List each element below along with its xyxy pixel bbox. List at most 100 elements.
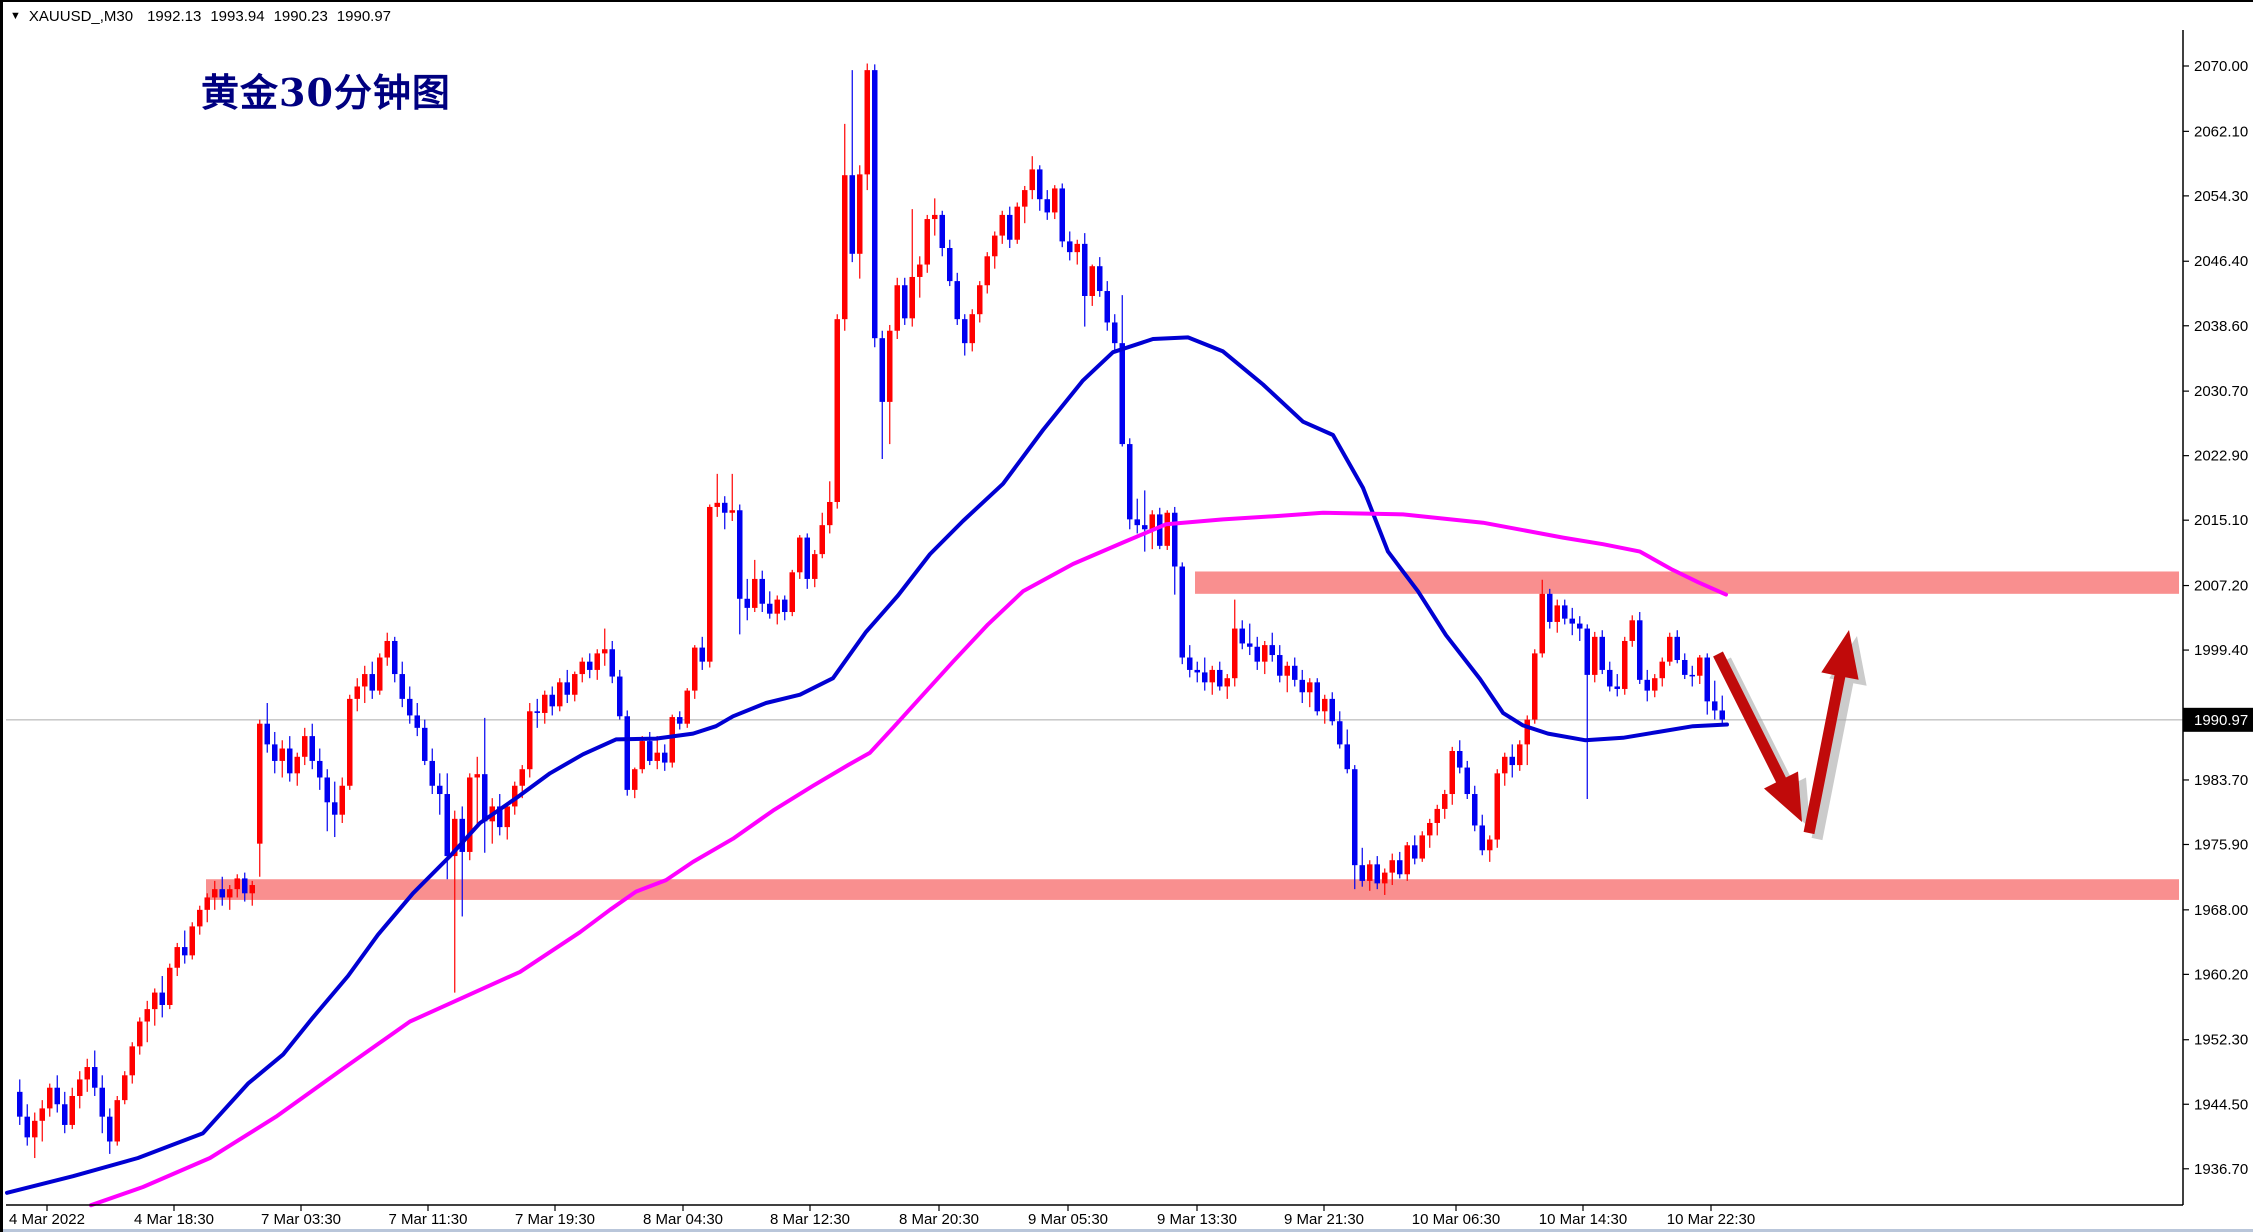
- candle: [932, 214, 938, 220]
- time-axis-label: 8 Mar 04:30: [643, 1211, 723, 1228]
- candle: [1569, 618, 1575, 624]
- candle: [564, 682, 570, 695]
- candle: [422, 727, 428, 761]
- candle: [429, 760, 435, 786]
- candle: [939, 214, 945, 249]
- candle: [1509, 756, 1515, 766]
- price-axis-label: 2046.40: [2194, 253, 2248, 270]
- candle: [137, 1021, 143, 1047]
- candle: [294, 756, 300, 774]
- candle: [182, 947, 188, 956]
- candle: [347, 698, 353, 786]
- candle: [1704, 657, 1710, 702]
- support-zone[interactable]: [206, 879, 2179, 900]
- candle: [1037, 169, 1043, 200]
- candle: [1247, 643, 1253, 647]
- symbol-collapse-icon[interactable]: ▼: [10, 10, 21, 22]
- candle: [272, 744, 278, 761]
- candle: [482, 774, 488, 822]
- candle: [189, 926, 195, 956]
- candle: [1719, 710, 1725, 720]
- candle: [1472, 794, 1478, 826]
- candle: [1179, 566, 1185, 658]
- candle: [542, 694, 548, 713]
- candle: [1074, 243, 1080, 253]
- candle: [257, 723, 263, 844]
- candle: [1637, 620, 1643, 680]
- candle: [504, 806, 510, 828]
- price-axis-label: 1960.20: [2194, 966, 2248, 983]
- price-axis-label: 1952.30: [2194, 1032, 2248, 1049]
- candle: [1419, 835, 1425, 859]
- candle: [819, 525, 825, 555]
- up-arrow-annotation[interactable]: [1803, 630, 1859, 835]
- candle: [144, 1009, 150, 1022]
- chart-canvas[interactable]: 2070.00 2062.10 2054.30 2046.40 2038.60 2030.…: [3, 2, 2253, 1232]
- candle: [1254, 646, 1260, 662]
- price-axis-label: 2062.10: [2194, 123, 2248, 140]
- candle: [1202, 672, 1208, 683]
- candle: [437, 785, 443, 795]
- candle: [722, 502, 728, 513]
- time-axis-label: 8 Mar 20:30: [899, 1211, 979, 1228]
- ma-slow-line: [89, 510, 1728, 1208]
- candle: [1112, 322, 1118, 344]
- candle: [647, 741, 653, 761]
- candle: [474, 774, 480, 778]
- candle: [1097, 266, 1103, 292]
- candle: [392, 640, 398, 675]
- candle: [1224, 678, 1230, 687]
- candle: [1532, 653, 1538, 720]
- candle: [954, 281, 960, 320]
- current-price-tag: [2183, 707, 2253, 732]
- down-arrow-annotation[interactable]: [1713, 651, 1802, 823]
- candle: [587, 661, 593, 670]
- candle: [684, 690, 690, 724]
- candle: [227, 889, 233, 898]
- candle: [752, 578, 758, 608]
- candle: [992, 235, 998, 257]
- candle: [1359, 865, 1365, 881]
- candle: [1134, 519, 1140, 526]
- price-axis-label: 1968.00: [2194, 902, 2248, 919]
- candle: [1059, 188, 1065, 242]
- candle: [1329, 698, 1335, 722]
- candle: [1539, 593, 1545, 654]
- resistance-zone[interactable]: [1195, 571, 2179, 594]
- candle: [384, 640, 390, 658]
- candle: [692, 647, 698, 691]
- candle: [977, 285, 983, 315]
- candle: [1052, 188, 1058, 213]
- candle: [1232, 628, 1238, 679]
- candle: [962, 319, 968, 344]
- candle: [519, 769, 525, 786]
- candle: [1089, 266, 1095, 296]
- candle: [84, 1067, 90, 1080]
- candle: [204, 897, 210, 910]
- candle: [1119, 343, 1125, 445]
- candle: [414, 715, 420, 728]
- candle: [1149, 514, 1155, 530]
- candle: [1307, 682, 1313, 693]
- candle: [369, 674, 375, 691]
- candle: [1614, 686, 1620, 689]
- time-axis-label: 7 Mar 03:30: [261, 1211, 341, 1228]
- candle: [407, 698, 413, 716]
- candle: [609, 649, 615, 677]
- candle: [1584, 628, 1590, 675]
- price-axis-label: 1975.90: [2194, 836, 2248, 853]
- candle: [617, 676, 623, 717]
- candle: [902, 285, 908, 319]
- candle: [1217, 669, 1223, 687]
- candle: [362, 674, 368, 687]
- candle: [332, 802, 338, 815]
- candle: [1284, 665, 1290, 676]
- candle: [1292, 665, 1298, 680]
- time-axis-label: 10 Mar 22:30: [1667, 1211, 1755, 1228]
- symbol-period-label: XAUUSD_,M30: [28, 7, 134, 25]
- candle: [69, 1095, 75, 1125]
- price-axis-label: 2022.90: [2194, 448, 2248, 465]
- time-axis-label: 7 Mar 11:30: [389, 1211, 468, 1228]
- candle: [234, 878, 240, 890]
- candle: [789, 572, 795, 613]
